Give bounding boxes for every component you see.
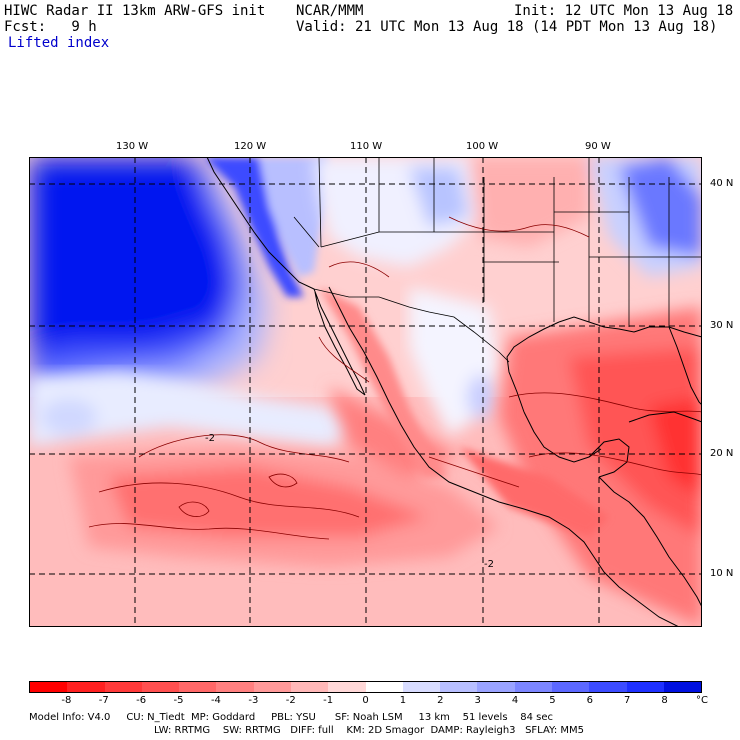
lon-label-110w: 110 W [350,141,383,152]
lat-label-40n: 40 N [710,178,734,189]
colorbar-tick-label: -6 [136,695,147,706]
colorbar-segment [290,682,329,692]
lon-label-120w: 120 W [234,141,267,152]
colorbar [29,681,702,693]
colorbar-unit: °C [696,695,708,706]
colorbar-tick-label: 0 [362,695,369,706]
coastlines [206,157,702,627]
lat-label-20n: 20 N [710,448,734,459]
colorbar-tick-label: 8 [661,695,668,706]
colorbar-tick-label: 7 [624,695,631,706]
colorbar-tick-label: -5 [173,695,184,706]
forecast-hour: Fcst: 9 h [4,19,97,35]
colorbar-segment [141,682,180,692]
colorbar-segment [104,682,142,692]
colorbar-segment [551,682,590,692]
stable-ocean-region [29,157,269,427]
map-frame [29,157,702,627]
lifted-index-map: -2 -2 [29,157,702,627]
colorbar-tick-label: -4 [210,695,221,706]
contour-label: -2 [205,433,215,444]
colorbar-segment [626,682,664,692]
model-info-line2: LW: RRTMG SW: RRTMG DIFF: full KM: 2D Sm… [154,725,584,736]
colorbar-segment [179,682,217,692]
lon-label-130w: 130 W [116,141,149,152]
colorbar-segment [589,682,627,692]
colorbar-segment [514,682,552,692]
lat-label-10n: 10 N [710,568,734,579]
colorbar-tick-label: 1 [399,695,407,706]
colorbar-tick-label: -1 [323,695,334,706]
colorbar-segment [328,682,366,692]
colorbar-segment [30,682,68,692]
lifted-index-contours [88,216,702,540]
colorbar-tick-label: 6 [586,695,594,706]
colorbar-tick-label: -7 [98,695,109,706]
colorbar-segment [663,682,702,692]
colorbar-segment [67,682,105,692]
model-info-line1: Model Info: V4.0 CU: N_Tiedt MP: Goddard… [29,712,554,723]
model-title: HIWC Radar II 13km ARW-GFS init [4,3,266,19]
colorbar-segment [440,682,478,692]
colorbar-tick-label: 5 [549,695,556,706]
map-svg: -2 -2 [29,157,702,627]
colorbar-segment [365,682,403,692]
contour-label: -2 [484,559,494,570]
colorbar-segment [402,682,441,692]
political-borders [293,157,702,363]
field-name: Lifted index [8,35,110,51]
latlon-grid [29,157,702,627]
valid-time: Valid: 21 UTC Mon 13 Aug 18 (14 PDT Mon … [296,19,718,35]
colorbar-tick-label: 4 [511,695,519,706]
lon-label-90w: 90 W [585,141,611,152]
colorbar-tick-label: 2 [437,695,444,706]
colorbar-tick-label: -2 [285,695,296,706]
colorbar-segment [477,682,515,692]
lon-label-100w: 100 W [466,141,499,152]
institution: NCAR/MMM [296,3,364,19]
colorbar-tick-label: -8 [61,695,72,706]
lat-label-30n: 30 N [710,320,734,331]
colorbar-segment [216,682,254,692]
init-time: Init: 12 UTC Mon 13 Aug 18 [514,3,734,19]
colorbar-tick-label: 3 [474,695,481,706]
colorbar-tick-label: -3 [248,695,259,706]
colorbar-segment [253,682,291,692]
